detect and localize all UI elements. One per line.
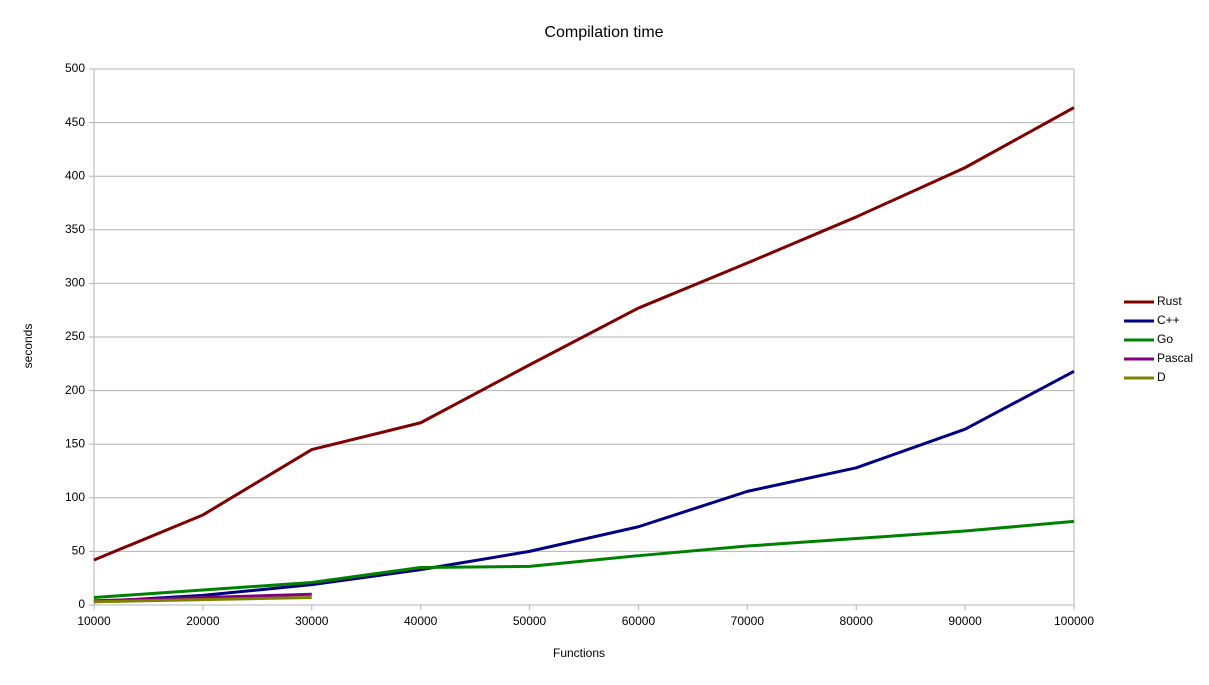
- y-tick-label: 300: [65, 276, 85, 290]
- y-tick-label: 250: [65, 329, 85, 343]
- x-axis-title: Functions: [553, 646, 605, 660]
- x-tick-label: 60000: [622, 614, 656, 628]
- y-tick-label: 350: [65, 222, 85, 236]
- x-tick-label: 100000: [1054, 614, 1094, 628]
- y-tick-label: 150: [65, 436, 85, 450]
- x-tick-label: 70000: [731, 614, 765, 628]
- x-tick-label: 20000: [186, 614, 220, 628]
- y-tick-label: 450: [65, 115, 85, 129]
- y-tick-label: 50: [72, 544, 86, 558]
- x-tick-label: 50000: [513, 614, 547, 628]
- y-tick-label: 200: [65, 383, 85, 397]
- x-tick-label: 10000: [77, 614, 111, 628]
- legend-label: Go: [1157, 332, 1173, 346]
- legend-label: Rust: [1157, 294, 1182, 308]
- series-line: [93, 519, 1075, 599]
- y-tick-label: 500: [65, 61, 85, 75]
- chart-title: Compilation time: [544, 24, 663, 41]
- legend-label: D: [1157, 370, 1166, 384]
- series-line: [93, 106, 1075, 562]
- y-axis-title: seconds: [21, 324, 35, 369]
- series-line: [93, 595, 312, 604]
- x-tick-label: 40000: [404, 614, 438, 628]
- x-tick-label: 80000: [840, 614, 874, 628]
- legend-label: Pascal: [1157, 351, 1193, 365]
- y-tick-label: 400: [65, 168, 85, 182]
- y-tick-label: 0: [78, 597, 85, 611]
- legend-label: C++: [1157, 313, 1180, 327]
- x-tick-label: 90000: [948, 614, 982, 628]
- series-line: [93, 369, 1075, 604]
- y-tick-label: 100: [65, 490, 85, 504]
- x-tick-label: 30000: [295, 614, 329, 628]
